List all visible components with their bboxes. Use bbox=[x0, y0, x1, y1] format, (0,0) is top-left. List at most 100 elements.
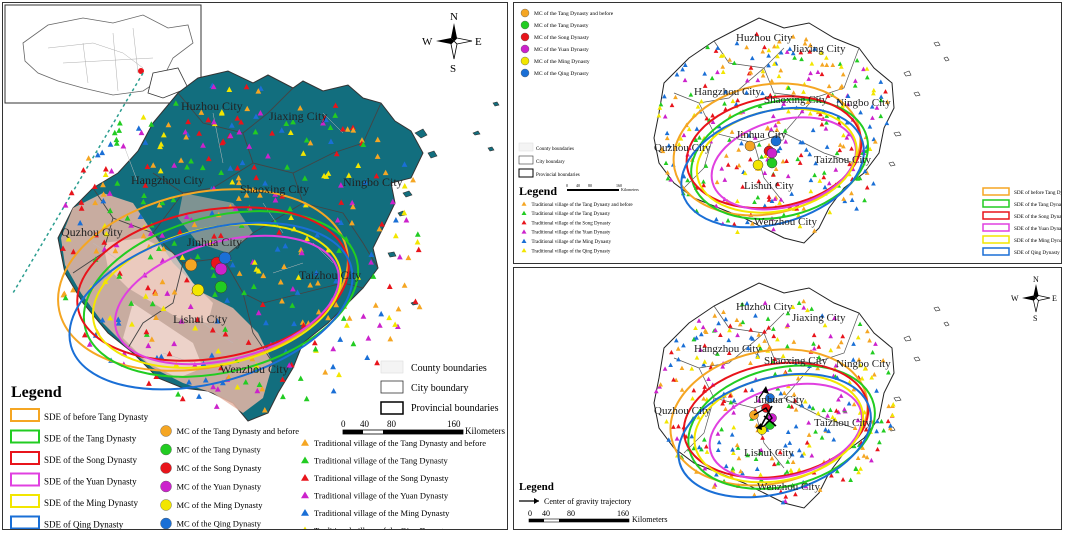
sde-ellipse bbox=[708, 382, 863, 480]
village-triangle bbox=[229, 261, 236, 268]
svg-text:W: W bbox=[1011, 294, 1019, 303]
village-triangle bbox=[822, 322, 828, 328]
village-triangle bbox=[748, 360, 753, 366]
village-triangle bbox=[817, 487, 823, 492]
village-triangle bbox=[825, 93, 831, 98]
scale-bar: 0 40 80 160 Kilometers bbox=[566, 183, 639, 192]
village-triangle bbox=[689, 433, 695, 439]
village-triangle bbox=[734, 442, 740, 448]
village-triangle bbox=[743, 387, 748, 393]
village-triangle bbox=[330, 345, 337, 352]
svg-text:Kilometers: Kilometers bbox=[632, 515, 668, 524]
village-triangle bbox=[242, 379, 249, 385]
village-triangle bbox=[834, 150, 840, 156]
village-triangle bbox=[878, 113, 884, 119]
village-triangle bbox=[798, 139, 803, 145]
village-triangle bbox=[771, 326, 776, 331]
svg-text:S: S bbox=[1033, 314, 1037, 323]
village-triangle bbox=[178, 318, 185, 324]
village-triangle bbox=[713, 327, 718, 333]
village-triangle bbox=[222, 331, 229, 337]
village-triangle bbox=[758, 447, 764, 453]
village-triangle bbox=[291, 320, 297, 327]
village-triangle bbox=[395, 305, 402, 312]
village-triangle bbox=[838, 393, 844, 398]
village-triangle bbox=[826, 83, 832, 89]
city-label-shaoxing: Shaoxing City bbox=[240, 182, 309, 196]
village-triangle bbox=[710, 113, 715, 118]
village-triangle bbox=[91, 183, 98, 190]
village-triangle bbox=[859, 376, 865, 381]
village-triangle bbox=[148, 121, 155, 127]
village-triangle bbox=[102, 171, 109, 177]
village-triangle bbox=[349, 199, 356, 206]
village-triangle bbox=[686, 126, 692, 132]
village-triangle bbox=[274, 246, 281, 252]
legend-title: Legend bbox=[11, 384, 62, 401]
legend-mc-dot bbox=[160, 499, 172, 511]
legend-mc-dot bbox=[520, 56, 530, 66]
village-triangle bbox=[768, 126, 774, 132]
city-label-taizhou: Taizhou City bbox=[299, 268, 361, 282]
village-triangle bbox=[742, 170, 748, 176]
village-triangle bbox=[825, 413, 830, 418]
village-triangle bbox=[282, 242, 289, 249]
village-triangle bbox=[183, 213, 190, 220]
village-triangle bbox=[257, 192, 263, 198]
mean-center-dot bbox=[765, 393, 775, 403]
legend-mc-dot bbox=[160, 480, 172, 493]
village-triangle bbox=[107, 141, 114, 147]
village-triangle bbox=[807, 404, 812, 409]
village-triangle bbox=[838, 339, 844, 345]
village-triangle bbox=[279, 376, 286, 382]
village-triangle bbox=[236, 179, 242, 186]
main-map-panel: Huzhou City Jiaxing City Hangzhou City S… bbox=[2, 2, 508, 530]
village-triangle bbox=[819, 313, 825, 318]
village-triangle bbox=[360, 141, 367, 147]
village-triangle bbox=[703, 329, 709, 335]
village-triangle bbox=[832, 315, 837, 320]
village-triangle bbox=[251, 259, 258, 265]
village-triangle bbox=[113, 136, 120, 143]
village-triangle bbox=[753, 456, 759, 462]
legend-sde-label: SDE of the Ming Dynasty bbox=[44, 498, 138, 508]
village-triangle bbox=[885, 418, 891, 424]
village-triangle bbox=[833, 363, 839, 368]
village-triangle bbox=[287, 205, 293, 212]
legend-sde-swatch bbox=[10, 408, 40, 422]
village-triangle bbox=[860, 445, 866, 450]
village-triangle bbox=[85, 155, 92, 161]
village-triangle bbox=[802, 399, 808, 404]
village-triangle bbox=[782, 128, 788, 133]
village-triangle bbox=[789, 191, 795, 196]
village-triangle bbox=[129, 321, 135, 327]
village-triangle bbox=[838, 85, 843, 90]
village-triangle bbox=[758, 346, 763, 351]
village-triangle bbox=[805, 99, 811, 104]
village-triangle bbox=[754, 466, 760, 471]
village-triangle bbox=[819, 50, 824, 55]
village-triangle bbox=[333, 301, 340, 308]
trajectory-legend: Center of gravity trajectory bbox=[519, 497, 631, 506]
village-triangle bbox=[729, 432, 735, 437]
village-triangle bbox=[209, 352, 215, 358]
sde-ellipse bbox=[68, 221, 354, 391]
village-triangle bbox=[662, 114, 668, 119]
village-triangle bbox=[159, 199, 166, 206]
village-triangle bbox=[92, 199, 99, 206]
village-triangle bbox=[758, 472, 763, 477]
village-triangle bbox=[831, 437, 837, 442]
village-triangle bbox=[171, 162, 178, 168]
village-triangle bbox=[760, 90, 765, 96]
village-triangle bbox=[830, 414, 836, 420]
village-triangle bbox=[116, 273, 123, 279]
village-triangle bbox=[699, 98, 704, 104]
village-triangle bbox=[81, 331, 88, 338]
village-triangle bbox=[791, 391, 797, 397]
village-triangle bbox=[107, 314, 114, 321]
village-triangle bbox=[720, 401, 725, 406]
mean-center-dot bbox=[744, 140, 756, 152]
village-triangle bbox=[871, 181, 876, 186]
village-triangle bbox=[785, 310, 791, 316]
village-triangle bbox=[100, 191, 107, 197]
